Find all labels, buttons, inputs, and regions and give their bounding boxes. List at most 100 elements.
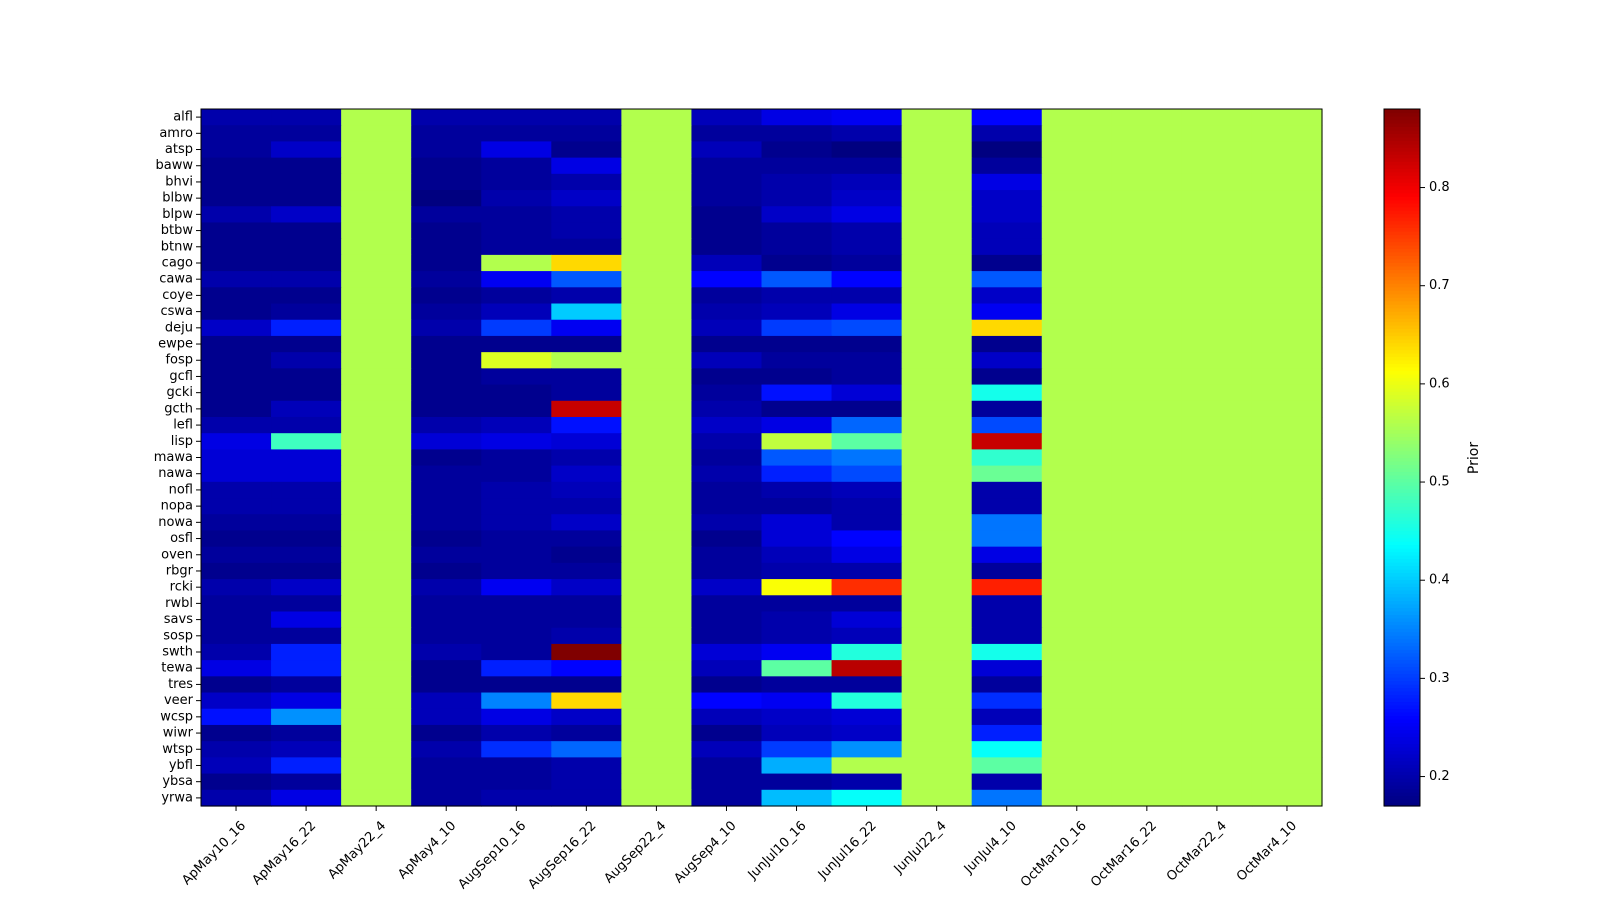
colorbar-segment	[1384, 753, 1420, 758]
y-tick-label: blbw	[162, 191, 193, 206]
heatmap-cell-yrwa-AugSep10_16	[481, 789, 552, 807]
heatmap-cell-baww-ApMay16_22	[271, 157, 342, 175]
heatmap-cell-baww-ApMay10_16	[201, 157, 272, 175]
heatmap-cell-oven-OctMar10_16	[1041, 546, 1113, 564]
heatmap-cell-tewa-OctMar22_4	[1181, 660, 1253, 677]
heatmap-cell-oven-AugSep10_16	[481, 546, 552, 564]
heatmap-cell-baww-AugSep22_4	[621, 157, 693, 175]
heatmap-cell-mawa-ApMay22_4	[341, 449, 412, 467]
heatmap-cell-gcth-ApMay10_16	[201, 400, 272, 418]
heatmap-cell-deju-OctMar16_22	[1111, 319, 1183, 337]
heatmap-cell-blpw-ApMay16_22	[271, 206, 342, 224]
colorbar-segment	[1384, 300, 1420, 305]
colorbar-segment	[1384, 729, 1420, 734]
y-tick-label: atsp	[165, 142, 193, 157]
heatmap-cell-wcsp-OctMar4_10	[1251, 708, 1323, 726]
heatmap-cell-mawa-ApMay10_16	[201, 449, 272, 467]
heatmap-cell-nawa-AugSep10_16	[481, 465, 552, 483]
heatmap-cell-atsp-JunJul16_22	[831, 141, 903, 159]
colorbar-segment	[1384, 600, 1420, 605]
heatmap-cell-blbw-AugSep22_4	[621, 190, 693, 207]
colorbar-segment	[1384, 440, 1420, 445]
heatmap-cell-wtsp-ApMay4_10	[411, 741, 482, 758]
heatmap-cell-alfl-AugSep10_16	[481, 109, 552, 126]
heatmap-cell-cago-JunJul4_10	[971, 254, 1043, 272]
heatmap-cell-nowa-JunJul4_10	[971, 514, 1043, 532]
heatmap-cell-tewa-ApMay4_10	[411, 660, 482, 677]
heatmap-cell-fosp-AugSep4_10	[691, 352, 763, 369]
heatmap-cell-blbw-OctMar4_10	[1251, 190, 1323, 207]
heatmap-cell-osfl-AugSep22_4	[621, 530, 693, 548]
heatmap-cell-gcth-OctMar10_16	[1041, 400, 1113, 418]
heatmap-cell-bhvi-OctMar4_10	[1251, 173, 1323, 191]
heatmap-cell-lisp-JunJul10_16	[761, 433, 833, 450]
heatmap-cell-wiwr-AugSep22_4	[621, 724, 693, 742]
heatmap-cell-btnw-JunJul4_10	[971, 238, 1043, 256]
heatmap-cell-lefl-ApMay4_10	[411, 416, 482, 434]
colorbar-segment	[1384, 802, 1420, 807]
colorbar-segment	[1384, 359, 1420, 364]
heatmap-cell-cago-AugSep4_10	[691, 254, 763, 272]
heatmap-cell-blpw-ApMay10_16	[201, 206, 272, 224]
heatmap-cell-cawa-AugSep4_10	[691, 271, 763, 288]
colorbar-segment	[1384, 164, 1420, 169]
colorbar-segment	[1384, 140, 1420, 145]
y-tick-label: tres	[168, 677, 193, 692]
heatmap-cell-blpw-OctMar16_22	[1111, 206, 1183, 224]
heatmap-cell-tres-AugSep4_10	[691, 676, 763, 694]
heatmap-cell-blbw-AugSep10_16	[481, 190, 552, 207]
heatmap-cell-veer-OctMar16_22	[1111, 692, 1183, 710]
heatmap-cell-cago-AugSep16_22	[551, 254, 622, 272]
heatmap-cell-cago-ApMay4_10	[411, 254, 482, 272]
heatmap-cell-wiwr-AugSep10_16	[481, 724, 552, 742]
heatmap-cell-wiwr-OctMar16_22	[1111, 724, 1183, 742]
colorbar-segment	[1384, 227, 1420, 232]
heatmap-cell-rbgr-JunJul16_22	[831, 562, 903, 580]
colorbar-segment	[1384, 614, 1420, 619]
heatmap-cell-swth-JunJul10_16	[761, 643, 833, 661]
heatmap-cell-ybsa-AugSep4_10	[691, 773, 763, 791]
heatmap-cell-nowa-ApMay16_22	[271, 514, 342, 532]
heatmap-cell-wtsp-AugSep16_22	[551, 741, 622, 758]
heatmap-cell-savs-OctMar16_22	[1111, 611, 1183, 629]
heatmap-cell-alfl-ApMay10_16	[201, 109, 272, 126]
colorbar-segment	[1384, 621, 1420, 626]
heatmap-cell-wtsp-JunJul16_22	[831, 741, 903, 758]
heatmap-cell-coye-ApMay22_4	[341, 287, 412, 305]
colorbar-segment	[1384, 244, 1420, 249]
heatmap-cell-oven-JunJul4_10	[971, 546, 1043, 564]
colorbar-segment	[1384, 722, 1420, 727]
colorbar-segment	[1384, 391, 1420, 396]
colorbar-segment	[1384, 628, 1420, 633]
heatmap-cell-alfl-JunJul22_4	[901, 109, 973, 126]
colorbar-segment	[1384, 502, 1420, 507]
colorbar-segment	[1384, 230, 1420, 236]
heatmap-cell-wcsp-ApMay10_16	[201, 708, 272, 726]
colorbar-segment	[1384, 248, 1420, 253]
colorbar-segment	[1384, 457, 1420, 462]
heatmap-cell-amro-JunJul4_10	[971, 125, 1043, 143]
colorbar-segment	[1384, 523, 1420, 528]
heatmap-cell-ybsa-OctMar16_22	[1111, 773, 1183, 791]
heatmap-cell-lefl-OctMar4_10	[1251, 416, 1323, 434]
heatmap-cell-baww-ApMay4_10	[411, 157, 482, 175]
colorbar-segment	[1384, 785, 1420, 790]
heatmap-cell-nofl-ApMay4_10	[411, 481, 482, 499]
heatmap-cell-lisp-JunJul4_10	[971, 433, 1043, 450]
heatmap-cell-lefl-ApMay16_22	[271, 416, 342, 434]
colorbar-segment	[1384, 436, 1420, 441]
colorbar-segment	[1384, 635, 1420, 640]
heatmap-cell-nawa-JunJul4_10	[971, 465, 1043, 483]
heatmap-cell-sosp-OctMar4_10	[1251, 627, 1323, 645]
heatmap-cell-yrwa-OctMar16_22	[1111, 789, 1183, 807]
heatmap-cell-yrwa-ApMay16_22	[271, 789, 342, 807]
colorbar-segment	[1384, 558, 1420, 563]
colorbar-segment	[1384, 534, 1420, 539]
heatmap-cell-mawa-AugSep10_16	[481, 449, 552, 467]
heatmap-cell-cswa-ApMay22_4	[341, 303, 412, 321]
colorbar-segment	[1384, 175, 1420, 180]
heatmap-cell-oven-OctMar4_10	[1251, 546, 1323, 564]
heatmap-cell-swth-JunJul22_4	[901, 643, 973, 661]
colorbar-segment	[1384, 276, 1420, 281]
heatmap-cell-alfl-ApMay16_22	[271, 109, 342, 126]
